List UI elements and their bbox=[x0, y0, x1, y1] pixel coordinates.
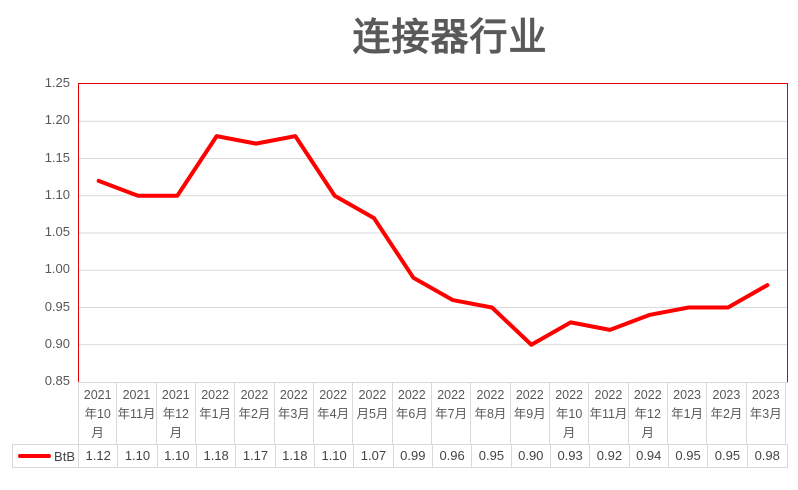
x-axis-label: 2023年3月 bbox=[747, 383, 786, 444]
series-line-swatch-icon bbox=[18, 453, 52, 459]
table-value-cell: 0.99 bbox=[394, 445, 433, 467]
x-axis-label: 2022年10月 bbox=[550, 383, 590, 444]
y-tick-label: 1.20 bbox=[44, 112, 70, 128]
x-axis-label: 2022年1月 bbox=[196, 383, 236, 444]
y-axis: 0.85 0.90 0.95 1.00 1.05 1.10 1.15 1.20 1.25 bbox=[0, 0, 70, 490]
y-tick-label: 1.10 bbox=[44, 186, 70, 202]
y-tick-label: 1.00 bbox=[44, 261, 70, 277]
table-value-cell: 0.95 bbox=[708, 445, 748, 467]
table-value-cell: 1.10 bbox=[118, 445, 158, 467]
x-axis-label: 2022年2月 bbox=[235, 383, 275, 444]
gridlines bbox=[79, 120, 787, 346]
x-axis-label: 2022年11月 bbox=[589, 383, 629, 444]
x-axis-label: 2021年10月 bbox=[78, 383, 118, 444]
table-value-cell: 1.12 bbox=[79, 445, 119, 467]
table-value-cell: 0.95 bbox=[669, 445, 709, 467]
table-value-cell: 1.18 bbox=[197, 445, 237, 467]
table-value-cell: 0.96 bbox=[433, 445, 473, 467]
table-value-cell: 0.95 bbox=[472, 445, 512, 467]
y-tick-label: 1.05 bbox=[44, 224, 70, 239]
plot-svg bbox=[79, 120, 787, 347]
x-axis-label: 2023年2月 bbox=[707, 383, 747, 444]
legend-key: BtB bbox=[13, 445, 79, 467]
table-value-cell: 0.94 bbox=[630, 445, 669, 467]
table-value-cell: 1.17 bbox=[236, 445, 276, 467]
table-value-cell: 0.92 bbox=[590, 445, 630, 467]
legend-series-label: BtB bbox=[54, 448, 75, 464]
y-tick-label: 0.90 bbox=[44, 335, 70, 351]
x-axis-label: 2022年9月 bbox=[511, 383, 550, 444]
y-tick-label: 1.15 bbox=[44, 149, 70, 165]
table-value-cell: 0.90 bbox=[512, 445, 551, 467]
table-value-cell: 1.10 bbox=[158, 445, 197, 467]
y-tick-label: 1.25 bbox=[44, 75, 70, 90]
chart-title: 连接器行业 bbox=[352, 17, 548, 59]
x-axis-label: 2021年11月 bbox=[117, 383, 157, 444]
legend-table: BtB 1.12 1.10 1.10 1.18 1.17 1.18 1.10 1.07 0.99… bbox=[12, 444, 788, 468]
y-tick-label: 0.85 bbox=[44, 373, 70, 388]
x-axis-label: 2022年3月 bbox=[275, 383, 314, 444]
x-axis-label: 2022月5月 bbox=[353, 383, 393, 444]
table-value-cell: 1.07 bbox=[354, 445, 394, 467]
btb-line bbox=[96, 134, 770, 347]
x-axis-label: 2021年12月 bbox=[157, 383, 196, 444]
x-axis-label: 2022年8月 bbox=[471, 383, 511, 444]
table-value-cell: 0.93 bbox=[551, 445, 591, 467]
x-axis-labels: 2021年10月 2021年11月 2021年12月 2022年1月 2022年2月 20… bbox=[78, 382, 788, 444]
x-axis-label: 2022年12月 bbox=[629, 383, 668, 444]
table-value-cell: 0.98 bbox=[754, 448, 780, 463]
x-axis-label: 2022年6月 bbox=[393, 383, 432, 444]
table-value-cell: 1.18 bbox=[276, 445, 315, 467]
x-axis-label: 2023年1月 bbox=[668, 383, 708, 444]
x-axis-label: 2022年4月 bbox=[314, 383, 354, 444]
x-axis-label: 2022年7月 bbox=[432, 383, 472, 444]
table-value-cell: 1.10 bbox=[315, 445, 355, 467]
y-tick-label: 0.95 bbox=[44, 298, 70, 314]
plot-area bbox=[78, 83, 788, 382]
